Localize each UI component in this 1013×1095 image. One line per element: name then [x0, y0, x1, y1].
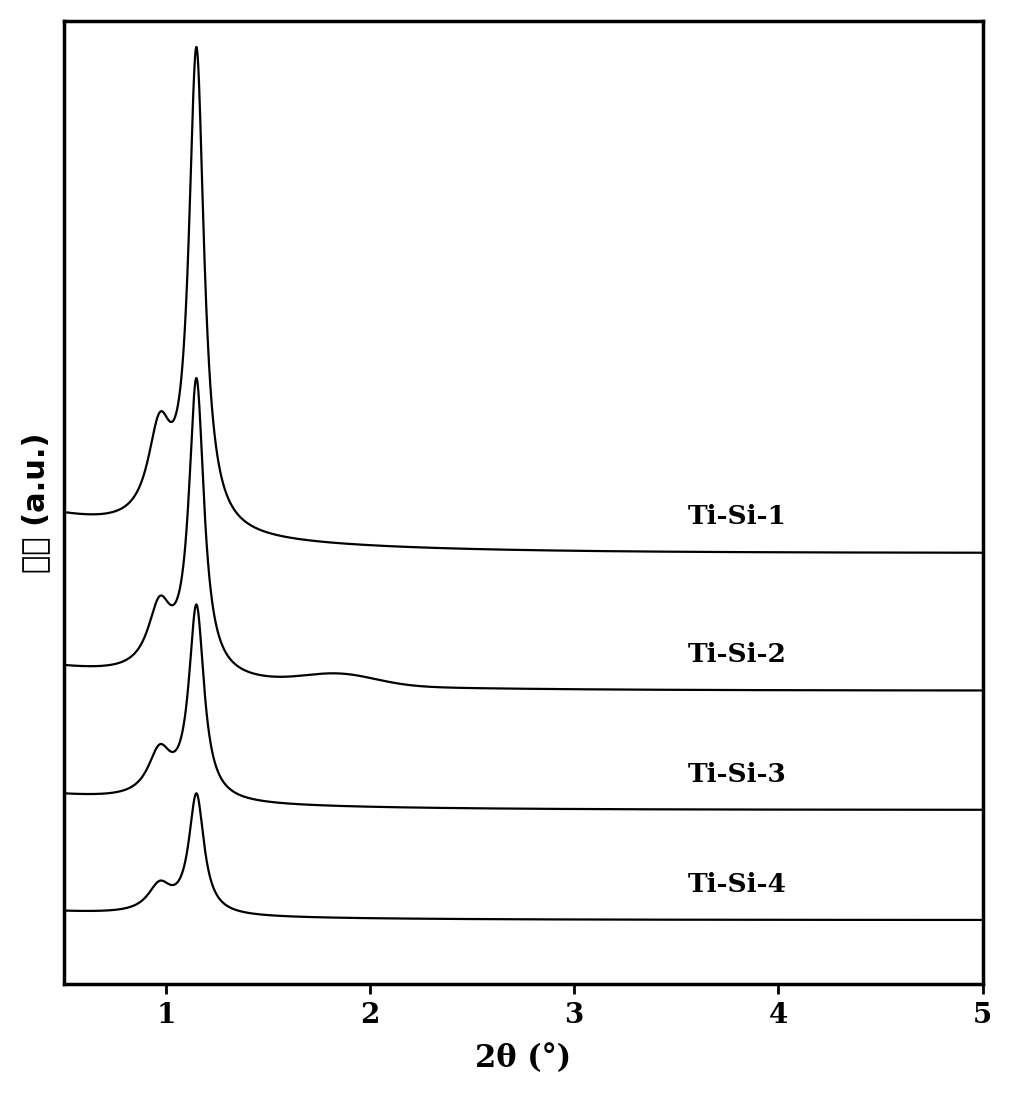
- Text: Ti-Si-3: Ti-Si-3: [688, 762, 787, 786]
- Y-axis label: 强度 (a.u.): 强度 (a.u.): [21, 433, 50, 573]
- Text: Ti-Si-4: Ti-Si-4: [688, 872, 787, 897]
- Text: Ti-Si-2: Ti-Si-2: [688, 642, 787, 667]
- X-axis label: 2θ (°): 2θ (°): [475, 1044, 571, 1074]
- Text: Ti-Si-1: Ti-Si-1: [688, 504, 787, 529]
